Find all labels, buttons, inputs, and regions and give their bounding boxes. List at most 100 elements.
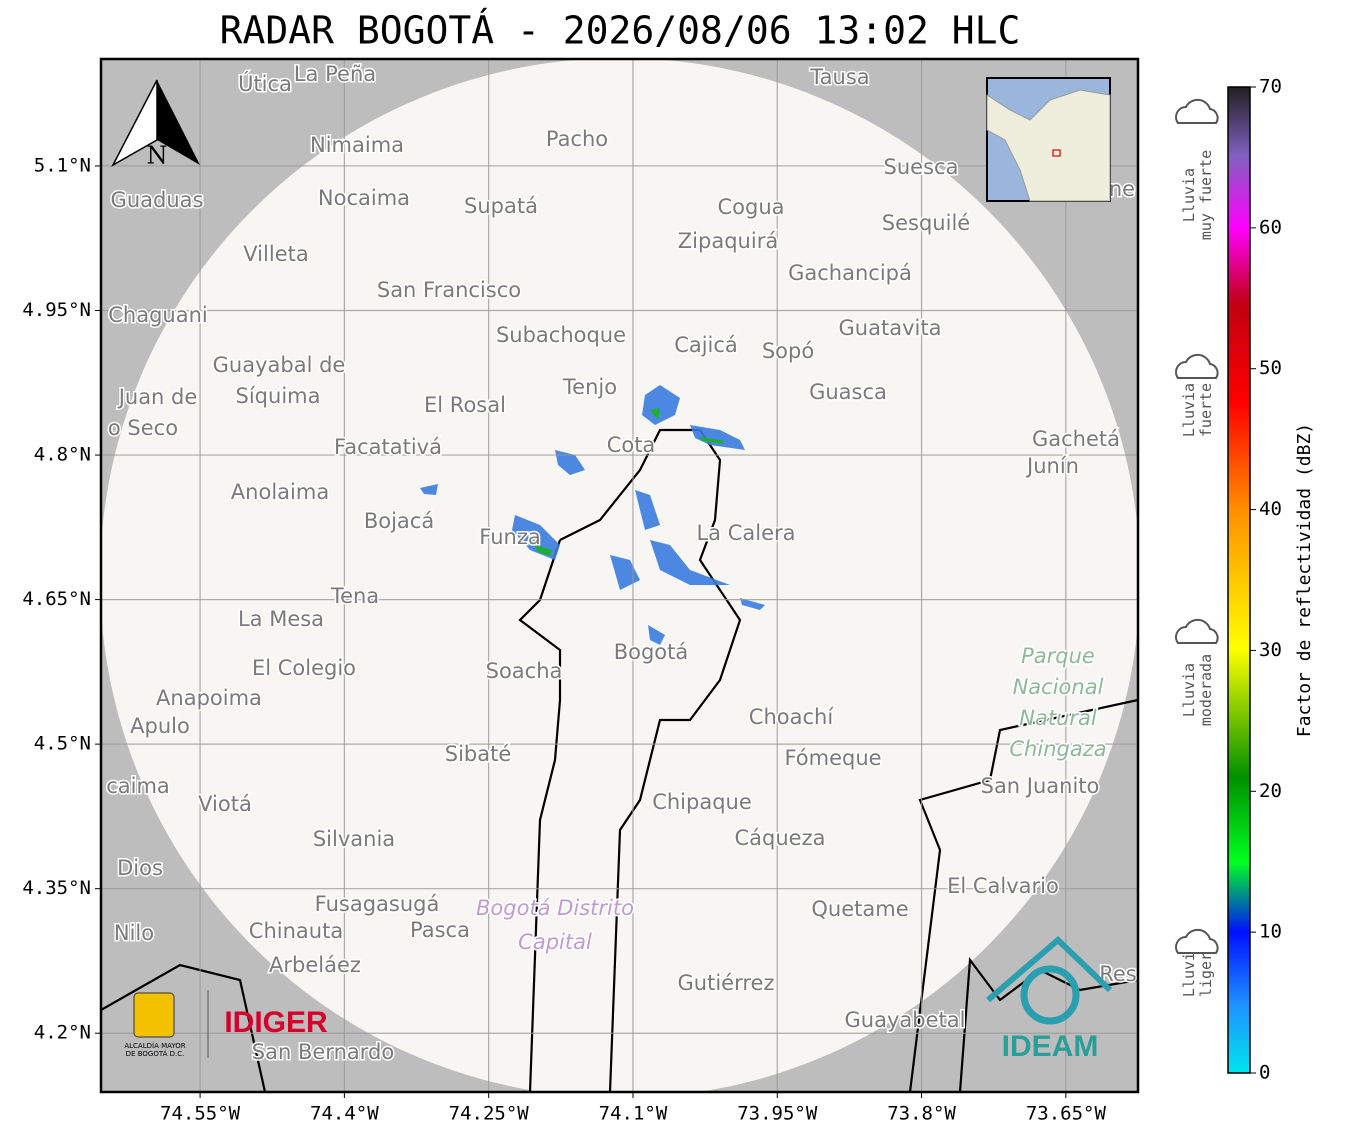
place-label: Choachí: [749, 705, 835, 729]
colorbar-tick-label: 30: [1259, 639, 1282, 661]
grid: [101, 59, 1138, 1092]
place-label: El Calvario: [947, 874, 1059, 898]
place-label: Nilo: [114, 921, 154, 945]
north-arrow: [157, 80, 200, 165]
park-label: Natural: [1019, 706, 1097, 730]
place-label: El Colegio: [252, 656, 356, 680]
park-label: Chingaza: [1009, 737, 1106, 761]
rain-category: Lluviamuy fuerte: [1180, 150, 1215, 240]
rain-category-line: Lluvia: [1180, 168, 1198, 222]
radar-echoes: [420, 385, 765, 645]
x-tick-label: 74.4°W: [310, 1103, 379, 1125]
place-label: ne: [1109, 177, 1135, 201]
rain-category-line: muy fuerte: [1197, 150, 1215, 240]
place-label: Tena: [330, 584, 379, 608]
idiger-logo: IDIGER: [224, 1006, 328, 1039]
rain-category-line: Lluvia: [1180, 943, 1198, 997]
cloud-icon: [1175, 928, 1219, 954]
place-label: Guaduas: [111, 188, 204, 212]
place-label: Silvania: [313, 827, 395, 851]
cloud-icon: [1175, 98, 1219, 124]
y-tick-label: 4.2°N: [34, 1022, 91, 1044]
cloud-icon: [1175, 353, 1219, 379]
place-label: Dios: [117, 856, 163, 880]
x-tick-label: 73.65°W: [1026, 1103, 1107, 1125]
place-label: San Bernardo: [252, 1040, 394, 1064]
place-label: Soacha: [486, 659, 563, 683]
y-tick-label: 4.35°N: [22, 877, 91, 899]
place-label: Sesquilé: [882, 211, 970, 235]
place-label: Chaguani: [108, 303, 208, 327]
y-tick-label: 4.95°N: [22, 299, 91, 321]
place-label: Nimaima: [310, 133, 404, 157]
place-label: Cajicá: [674, 333, 738, 357]
place-label: Guasca: [809, 380, 887, 404]
cloud-icon: [1175, 618, 1219, 644]
place-label: Anolaima: [231, 480, 329, 504]
y-tick-label: 4.5°N: [34, 733, 91, 755]
colorbar-tick-label: 70: [1259, 76, 1282, 98]
place-label: La Peña: [294, 62, 376, 86]
place-label: Bojacá: [364, 509, 434, 533]
place-label: San Juanito: [981, 774, 1100, 798]
colorbar: [1227, 86, 1251, 1074]
colorbar-tick-label: 0: [1259, 1062, 1270, 1084]
boundary: [101, 428, 1138, 1092]
place-label: o Seco: [108, 416, 178, 440]
place-label: Bogotá: [614, 640, 689, 664]
rain-category: Lluviafuerte: [1180, 383, 1215, 437]
place-label: Cota: [607, 433, 656, 457]
map: Útica La Peña Tausa Pacho Nimaima Guaduas Noca…: [101, 59, 1138, 1092]
place-label: Sibaté: [445, 742, 512, 766]
alcaldia-text: ALCALDÍA MAYOR DE BOGOTÁ D.C.: [124, 1041, 185, 1058]
north-label: N: [147, 142, 168, 170]
place-label: San Francisco: [377, 278, 521, 302]
colorbar-tick-label: 60: [1259, 216, 1282, 238]
place-label: Villeta: [243, 242, 308, 266]
place-label: Gachetá: [1032, 427, 1120, 451]
rain-category-line: Lluvia: [1180, 383, 1198, 437]
park-label: Parque: [1021, 644, 1095, 668]
place-label: Zipaquirá: [678, 229, 778, 253]
rain-category-line: ligera: [1197, 943, 1215, 997]
x-tick-label: 74.55°W: [160, 1103, 241, 1125]
place-label: La Mesa: [238, 607, 324, 631]
radar-echoes-green: [535, 408, 725, 556]
rain-category-line: Lluvia: [1180, 663, 1198, 717]
place-label: Gutiérrez: [678, 971, 775, 995]
place-label: Síquima: [236, 384, 321, 408]
colorbar-tick-label: 40: [1259, 498, 1282, 520]
colorbar-label: Factor de reflectividad (dBZ): [1294, 423, 1315, 737]
place-label: Pacho: [546, 127, 608, 151]
rain-category-line: moderada: [1197, 654, 1215, 726]
place-label: Cogua: [717, 195, 784, 219]
place-label: Facatativá: [334, 435, 442, 459]
rain-category: Lluvialigera: [1180, 943, 1215, 997]
rain-category-line: fuerte: [1197, 383, 1215, 437]
place-label: Supatá: [464, 194, 538, 218]
logo-alcaldia: ALCALDÍA MAYOR DE BOGOTÁ D.C. IDIGER: [124, 990, 328, 1058]
place-label: Quetame: [811, 897, 908, 921]
place-label: Junín: [1025, 454, 1079, 478]
colorbar-tick-label: 10: [1259, 921, 1282, 943]
place-label: Suesca: [884, 155, 959, 179]
place-label: Pasca: [410, 918, 470, 942]
place-label: Subachoque: [496, 323, 626, 347]
place-label: Apulo: [130, 714, 190, 738]
place-label: Tausa: [809, 65, 869, 89]
alcaldia-line: ALCALDÍA MAYOR: [124, 1041, 185, 1050]
x-tick-label: 73.8°W: [887, 1103, 956, 1125]
place-label: Res: [1099, 962, 1137, 986]
y-tick-label: 4.65°N: [22, 588, 91, 610]
place-label: Fusagasugá: [315, 892, 440, 916]
place-label: Gachancipá: [788, 261, 912, 285]
map-frame: [99, 57, 1140, 1094]
x-tick-label: 74.25°W: [449, 1103, 530, 1125]
inset-map: [986, 77, 1111, 202]
place-label: Fómeque: [784, 746, 881, 770]
colorbar-tick-label: 20: [1259, 780, 1282, 802]
district-label: Capital: [518, 930, 592, 954]
place-label: Nocaima: [318, 186, 410, 210]
place-label: Arbeláez: [269, 953, 361, 977]
place-label: Chinauta: [249, 919, 343, 943]
